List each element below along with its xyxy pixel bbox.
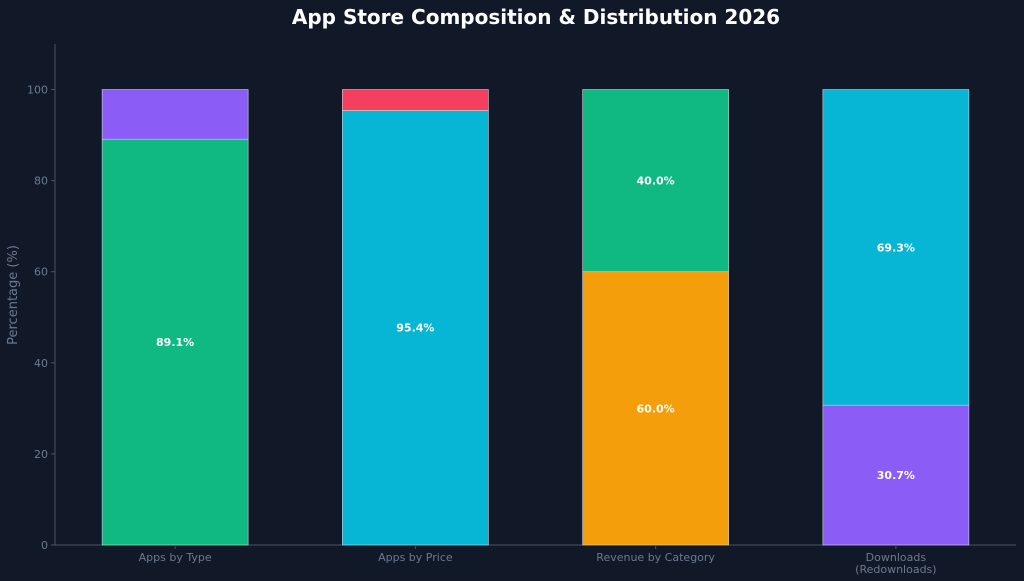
bar-segment [101,89,249,140]
y-tick-label: 80 [34,175,48,188]
y-axis-label: Percentage (%) [6,245,21,345]
data-label: 60.0% [637,402,675,415]
data-label: 69.3% [877,241,915,254]
data-label: 89.1% [156,336,194,349]
plot-area: 0 20 40 60 80 100 89.1% Apps by Type 95.4% Apps b… [27,44,1016,576]
data-label: 40.0% [637,175,675,188]
y-tick-label: 40 [34,357,48,370]
bar-segment [101,138,249,546]
y-tick-label: 60 [34,266,48,279]
bar-segment [582,271,729,546]
x-tick-label: Downloads (Redownloads) [855,551,936,576]
y-tick-label: 100 [27,84,48,97]
x-tick-label: Apps by Type [139,551,212,564]
x-tick-label: Apps by Price [378,551,453,564]
chart-title: App Store Composition & Distribution 202… [292,5,780,29]
data-label: 30.7% [877,469,915,482]
y-tick-label: 0 [41,539,48,552]
bar-segment [822,404,970,546]
bar-segment [342,110,489,546]
y-tick-label: 20 [34,448,48,461]
bar-segment [822,89,970,406]
bar-segment [342,89,489,111]
x-tick-label: Revenue by Category [596,551,715,564]
data-label: 95.4% [396,322,434,335]
bar-segment [582,89,729,273]
